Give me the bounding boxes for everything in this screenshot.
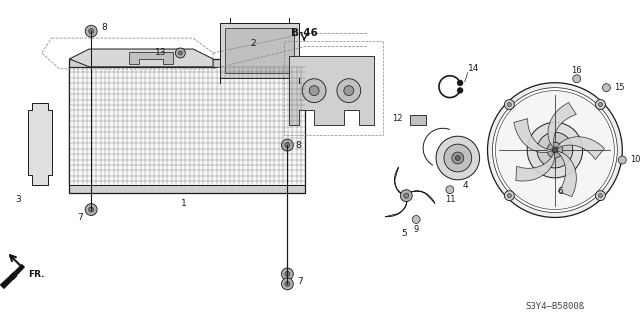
Circle shape bbox=[488, 83, 622, 218]
Bar bbox=[220, 23, 300, 78]
Circle shape bbox=[285, 281, 290, 286]
Circle shape bbox=[444, 144, 472, 172]
Circle shape bbox=[337, 79, 361, 102]
Text: 8: 8 bbox=[101, 23, 107, 32]
Circle shape bbox=[493, 88, 618, 212]
Circle shape bbox=[573, 75, 580, 83]
Bar bbox=[410, 115, 426, 125]
Circle shape bbox=[282, 268, 293, 280]
Circle shape bbox=[309, 86, 319, 96]
Circle shape bbox=[302, 79, 326, 102]
Circle shape bbox=[85, 204, 97, 216]
Circle shape bbox=[495, 91, 614, 210]
Circle shape bbox=[618, 156, 627, 164]
Circle shape bbox=[344, 86, 354, 96]
Circle shape bbox=[282, 139, 293, 151]
Polygon shape bbox=[129, 52, 173, 64]
Circle shape bbox=[547, 142, 563, 158]
Circle shape bbox=[598, 103, 602, 107]
Text: 10: 10 bbox=[630, 155, 640, 165]
Circle shape bbox=[595, 191, 605, 201]
Text: 1: 1 bbox=[181, 199, 187, 208]
Text: FR.: FR. bbox=[28, 270, 44, 279]
Text: 9: 9 bbox=[413, 225, 419, 234]
Circle shape bbox=[552, 147, 558, 153]
Text: 7: 7 bbox=[297, 278, 303, 286]
Text: 15: 15 bbox=[614, 83, 625, 92]
Text: 4: 4 bbox=[463, 181, 468, 190]
Circle shape bbox=[285, 143, 290, 148]
Circle shape bbox=[446, 186, 454, 194]
Polygon shape bbox=[69, 49, 213, 67]
Polygon shape bbox=[394, 167, 409, 196]
Circle shape bbox=[282, 278, 293, 290]
Circle shape bbox=[508, 194, 511, 197]
Polygon shape bbox=[404, 191, 435, 203]
Bar bbox=[69, 59, 305, 193]
Circle shape bbox=[504, 191, 515, 201]
Circle shape bbox=[508, 103, 511, 107]
Circle shape bbox=[179, 51, 182, 55]
Circle shape bbox=[504, 100, 515, 109]
Text: 7: 7 bbox=[77, 213, 83, 222]
Bar bbox=[69, 59, 305, 67]
Bar bbox=[284, 41, 383, 135]
Circle shape bbox=[412, 216, 420, 223]
Circle shape bbox=[595, 100, 605, 109]
Circle shape bbox=[537, 132, 573, 168]
Circle shape bbox=[527, 122, 582, 178]
Text: 5: 5 bbox=[401, 229, 407, 238]
Polygon shape bbox=[514, 119, 554, 152]
Circle shape bbox=[455, 156, 460, 160]
Circle shape bbox=[85, 25, 97, 37]
Circle shape bbox=[89, 207, 93, 212]
Circle shape bbox=[452, 152, 464, 164]
Text: 14: 14 bbox=[468, 64, 479, 73]
Circle shape bbox=[89, 29, 93, 34]
Text: 16: 16 bbox=[572, 66, 582, 75]
Text: 3: 3 bbox=[15, 195, 20, 204]
Text: 12: 12 bbox=[392, 114, 403, 123]
Circle shape bbox=[458, 80, 463, 85]
Circle shape bbox=[404, 193, 409, 198]
Circle shape bbox=[401, 190, 412, 202]
Circle shape bbox=[602, 84, 611, 92]
Text: 2: 2 bbox=[251, 39, 257, 48]
Text: 6: 6 bbox=[557, 187, 563, 196]
Text: 11: 11 bbox=[445, 195, 455, 204]
Polygon shape bbox=[289, 56, 374, 125]
Polygon shape bbox=[385, 193, 407, 217]
Text: 8: 8 bbox=[295, 141, 301, 150]
Bar bbox=[69, 185, 305, 193]
Circle shape bbox=[436, 136, 479, 180]
Polygon shape bbox=[516, 151, 555, 181]
Polygon shape bbox=[28, 102, 52, 185]
Circle shape bbox=[285, 271, 290, 277]
Polygon shape bbox=[556, 137, 604, 160]
Bar bbox=[69, 67, 305, 185]
Circle shape bbox=[175, 48, 186, 58]
Circle shape bbox=[458, 88, 463, 93]
Polygon shape bbox=[548, 102, 577, 149]
Bar bbox=[225, 28, 294, 73]
Polygon shape bbox=[556, 151, 577, 197]
Polygon shape bbox=[0, 264, 25, 289]
Text: B-46: B-46 bbox=[291, 28, 317, 38]
Circle shape bbox=[598, 194, 602, 197]
Text: S3Y4–B5800ß: S3Y4–B5800ß bbox=[525, 302, 584, 311]
Text: 13: 13 bbox=[155, 48, 166, 57]
